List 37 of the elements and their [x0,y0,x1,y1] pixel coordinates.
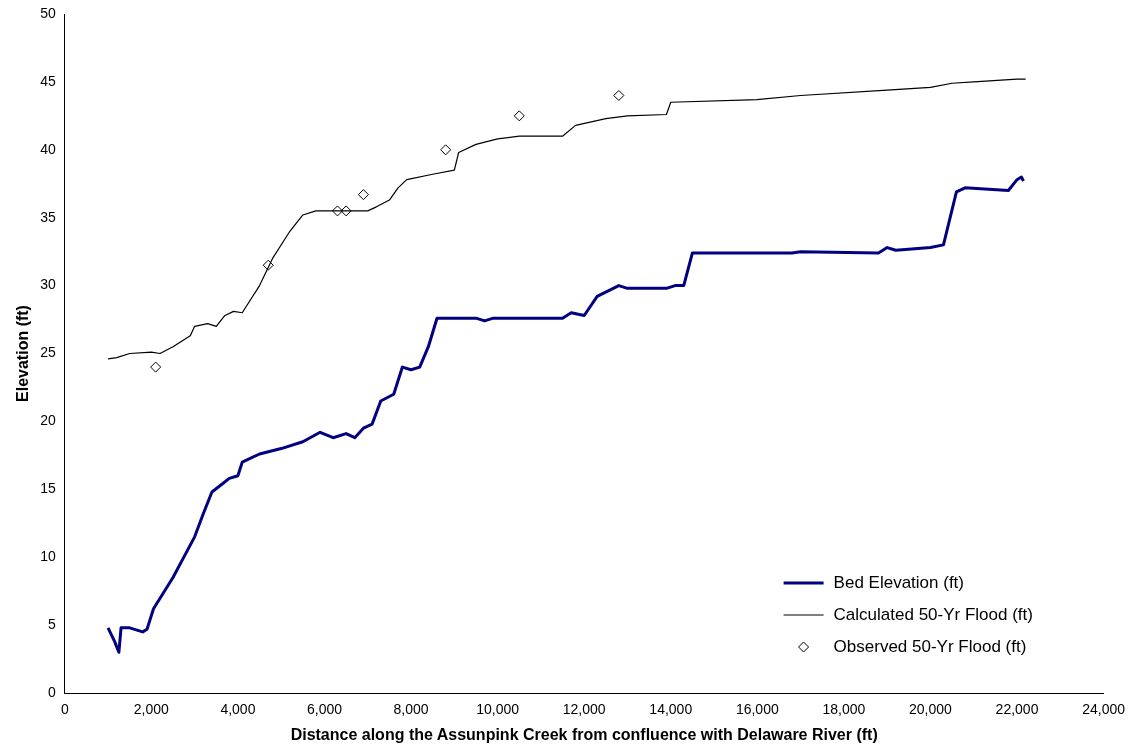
x-tick-label: 20,000 [909,701,953,718]
y-tick-label: 50 [40,4,56,21]
y-tick-label: 5 [47,615,56,632]
point [613,89,625,101]
y-axis-title: Elevation (ft) [14,305,32,402]
y-tick-label: 10 [40,548,56,565]
y-tick-label: 30 [40,276,56,293]
x-tick-label: 8,000 [393,701,429,718]
x-tick-label: 0 [60,701,69,718]
legend-label: Observed 50-Yr Flood (ft) [833,636,1027,656]
y-tick-label: 40 [40,140,56,157]
y-tick-label: 35 [40,208,56,225]
x-tick-label: 2,000 [133,701,170,718]
x-tick-label: 14,000 [649,701,693,718]
x-tick-label: 22,000 [995,701,1039,718]
x-tick-label: 6,000 [306,701,343,718]
point [331,205,343,217]
point [357,189,369,201]
x-tick-label: 24,000 [1082,701,1126,718]
x-tick-label: 18,000 [822,701,866,718]
point [440,144,452,156]
x-tick-label: 16,000 [735,701,779,718]
x-tick-label: 4,000 [220,701,256,718]
legend-label: Calculated 50-Yr Flood (ft) [833,604,1033,624]
y-tick-label: 20 [40,412,56,429]
point [513,110,525,122]
x-tick-label: 10,000 [476,701,520,718]
x-axis-title: Distance along the Assunpink Creek from confluence with Delaware River (ft) [290,725,878,743]
y-tick-label: 45 [40,72,56,89]
point [340,205,352,217]
y-tick-label: 15 [40,480,56,497]
point [262,259,274,271]
y-tick-label: 25 [40,344,56,361]
y-tick-label: 0 [47,683,56,700]
x-tick-label: 12,000 [562,701,606,718]
legend-label: Bed Elevation (ft) [833,572,964,592]
point [150,361,162,373]
